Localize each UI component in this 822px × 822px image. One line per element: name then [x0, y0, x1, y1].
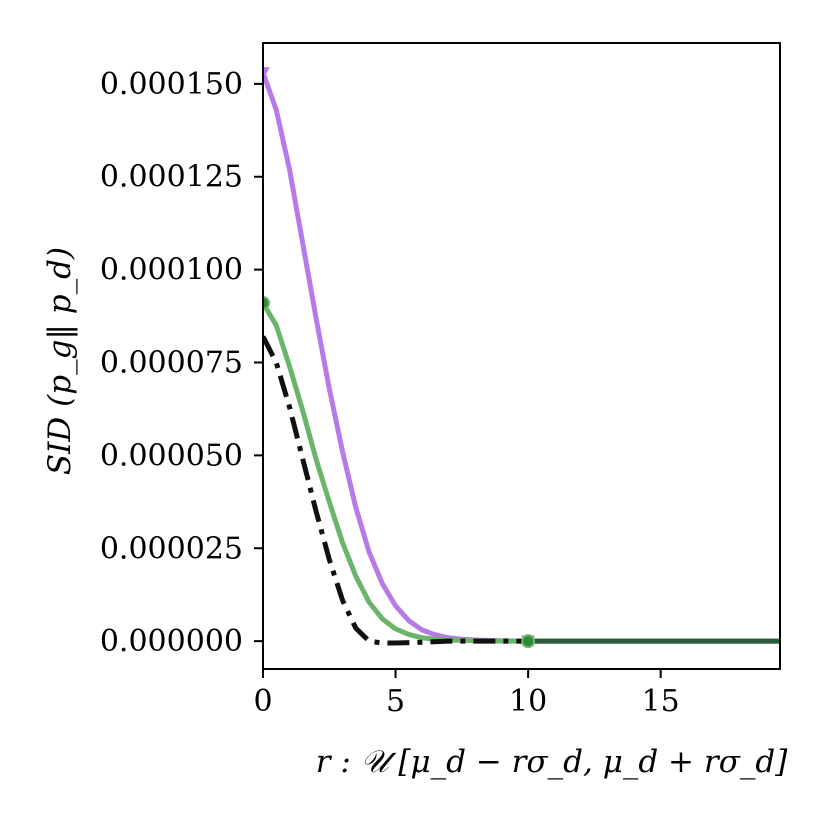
y-tick-label: 0.000000 [100, 624, 243, 659]
series-2-marker-1 [263, 296, 270, 311]
y-tick-label: 0.000050 [100, 438, 243, 473]
series-1-marker-1 [263, 67, 270, 80]
plot-area-frame [262, 42, 781, 670]
x-tick-label: 0 [253, 684, 272, 719]
x-axis-label: r : 𝒰 [μ_d − rσ_d, μ_d + rσ_d] [316, 744, 789, 780]
y-tick-label: 0.000075 [100, 346, 243, 381]
y-axis-ticks: 0.000000 0.000025 0.000050 0.000075 0.000100… [100, 67, 263, 659]
y-tick-label: 0.000100 [100, 253, 243, 288]
y-tick-label: 0.000150 [100, 67, 243, 102]
marker-layer [263, 67, 536, 649]
x-axis-ticks: 0 5 10 15 [253, 669, 680, 719]
series-layer [263, 71, 780, 646]
x-tick-label: 10 [509, 684, 547, 719]
y-tick-label: 0.000125 [100, 160, 243, 195]
y-axis-label: SID (p_g‖ p_d) [42, 247, 78, 475]
x-tick-label: 15 [642, 684, 680, 719]
series-line-3 [263, 335, 529, 646]
y-tick-label: 0.000025 [100, 531, 243, 566]
series-2-marker-2 [521, 634, 536, 649]
x-tick-label: 5 [386, 684, 405, 719]
